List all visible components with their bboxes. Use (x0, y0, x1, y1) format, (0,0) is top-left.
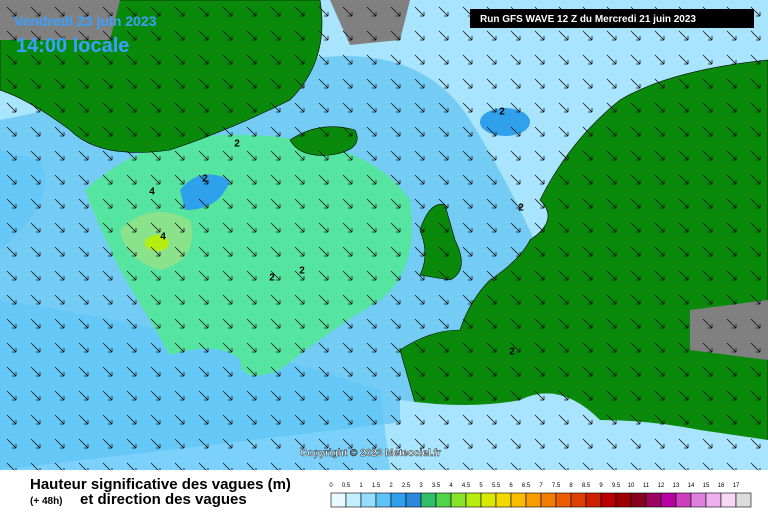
scale-label: 17 (733, 483, 740, 489)
map (0, 0, 768, 471)
scale-box (510, 492, 527, 508)
date: Vendredi 23 juin 2023 (14, 13, 157, 29)
scale-box (450, 492, 467, 508)
scale-box (570, 492, 587, 508)
scale-label: 0.5 (342, 483, 351, 489)
scale-box (330, 492, 347, 508)
run-info: Run GFS WAVE 12 Z du Mercredi 21 juin 20… (480, 14, 696, 25)
scale-label: 9 (599, 483, 603, 489)
scale-box (600, 492, 617, 508)
scale-label: 0 (329, 483, 333, 489)
legend-subtitle: et direction des vagues (80, 491, 247, 508)
scale-box (405, 492, 422, 508)
scale-label: 9.5 (612, 483, 621, 489)
scale-box (720, 492, 737, 508)
contour-label: 2 (202, 174, 208, 185)
wave-direction-arrows (0, 0, 768, 470)
scale-label: 7 (539, 483, 543, 489)
scale-label: 5 (479, 483, 483, 489)
time: 14:00 locale (16, 35, 129, 57)
scale-label: 6.5 (522, 483, 531, 489)
scale-label: 8.5 (582, 483, 591, 489)
contour-label: 4 (149, 187, 155, 198)
scale-box (435, 492, 452, 508)
contour-label: 2 (299, 266, 305, 277)
scale-box (525, 492, 542, 508)
scale-label: 12 (658, 483, 665, 489)
scale-box (555, 492, 572, 508)
scale-box (480, 492, 497, 508)
copyright: Copyright © 2023 Meteociel.fr (300, 448, 441, 459)
scale-box (360, 492, 377, 508)
scale-label: 3 (419, 483, 423, 489)
scale-label: 16 (718, 483, 725, 489)
scale-label: 14 (688, 483, 695, 489)
color-scale: 0 0.5 1 1.5 2 2.5 3 3.5 4 4.5 5 5.5 6 6.5 7 7.5 8 8.5 9 9.5… (329, 483, 752, 508)
scale-box (465, 492, 482, 508)
scale-label: 6 (509, 483, 513, 489)
scale-box (645, 492, 662, 508)
contour-label: 2 (269, 273, 275, 284)
run-box (470, 9, 754, 28)
scale-label: 15 (703, 483, 710, 489)
scale-box (375, 492, 392, 508)
scale-box (675, 492, 692, 508)
contour-label: 2 (234, 139, 240, 150)
scale-box (735, 492, 752, 508)
scale-label: 1 (359, 483, 363, 489)
contour-label: 4 (160, 232, 166, 243)
scale-box (420, 492, 437, 508)
contour-label: 2 (518, 203, 524, 214)
scale-box (690, 492, 707, 508)
scale-label: 4 (449, 483, 453, 489)
scale-label: 7.5 (552, 483, 561, 489)
contour-label: 2 (509, 347, 515, 358)
scale-box (390, 492, 407, 508)
scale-box (345, 492, 362, 508)
scale-label: 5.5 (492, 483, 501, 489)
contour-labels: 2 2 2 2 2 2 2 4 4 (149, 107, 524, 358)
legend-lead: (+ 48h) (30, 496, 63, 507)
scale-label: 1.5 (372, 483, 381, 489)
scale-label: 10 (628, 483, 635, 489)
scale-box (630, 492, 647, 508)
scale-label: 13 (673, 483, 680, 489)
contour-label: 2 (499, 107, 505, 118)
scale-label: 11 (643, 483, 650, 489)
legend-title: Hauteur significative des vagues (m) (30, 476, 291, 493)
scale-box (615, 492, 632, 508)
scale-box (540, 492, 557, 508)
scale-label: 2 (389, 483, 393, 489)
scale-box (495, 492, 512, 508)
scale-label: 2.5 (402, 483, 411, 489)
scale-box (585, 492, 602, 508)
scale-label: 3.5 (432, 483, 441, 489)
scale-label: 4.5 (462, 483, 471, 489)
scale-box (660, 492, 677, 508)
scale-label: 8 (569, 483, 573, 489)
scale-box (705, 492, 722, 508)
